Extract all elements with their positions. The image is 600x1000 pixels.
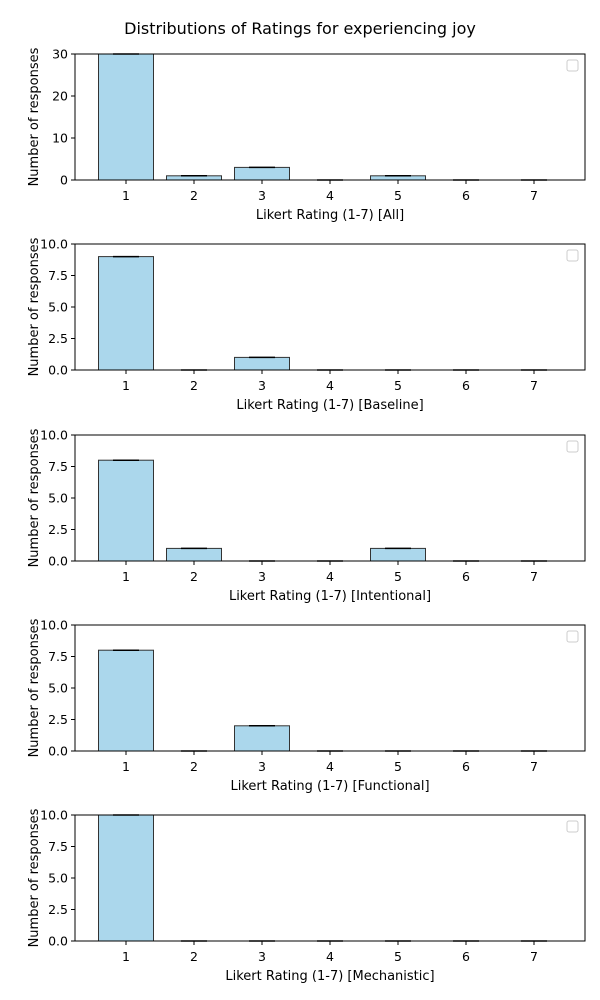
x-tick-label: 6 bbox=[462, 378, 470, 393]
y-axis-label: Number of responses bbox=[27, 618, 42, 757]
x-tick-label: 1 bbox=[122, 188, 130, 203]
bar-1 bbox=[98, 459, 154, 562]
y-tick-label: 5.0 bbox=[48, 871, 68, 886]
y-tick-label: 7.5 bbox=[48, 839, 68, 854]
x-tick-label: 3 bbox=[258, 759, 266, 774]
y-tick-label: 10.0 bbox=[40, 618, 68, 633]
legend-box bbox=[566, 249, 579, 262]
subplot-2: 0.0 2.5 5.0 7.5 10.0 1 2 3 4 5 6 7 Likert Rating (1-… bbox=[27, 237, 586, 413]
x-tick-label: 6 bbox=[462, 569, 470, 584]
x-tick-label: 4 bbox=[326, 759, 334, 774]
x-tick-label: 3 bbox=[258, 569, 266, 584]
x-axis-label: Likert Rating (1-7) [Intentional] bbox=[229, 589, 431, 604]
y-tick-label: 0.0 bbox=[48, 744, 68, 759]
x-tick-label: 7 bbox=[530, 378, 538, 393]
x-tick-label: 1 bbox=[122, 569, 130, 584]
x-tick-label: 4 bbox=[326, 188, 334, 203]
x-tick-label: 3 bbox=[258, 188, 266, 203]
y-tick-label: 2.5 bbox=[48, 902, 68, 917]
y-tick-label: 5.0 bbox=[48, 491, 68, 506]
x-tick-label: 1 bbox=[122, 759, 130, 774]
bar-1 bbox=[98, 814, 154, 942]
x-axis-label: Likert Rating (1-7) [All] bbox=[256, 208, 404, 223]
legend-box bbox=[566, 820, 579, 833]
y-axis-label: Number of responses bbox=[27, 808, 42, 947]
y-tick-label: 20 bbox=[52, 89, 68, 104]
y-tick-label: 5.0 bbox=[48, 681, 68, 696]
bar-3 bbox=[234, 166, 290, 181]
x-tick-label: 5 bbox=[394, 759, 402, 774]
x-tick-label: 3 bbox=[258, 378, 266, 393]
bar-3 bbox=[234, 356, 290, 371]
legend-box bbox=[566, 59, 579, 72]
x-tick-label: 5 bbox=[394, 188, 402, 203]
bar-2 bbox=[166, 547, 222, 562]
x-tick-label: 7 bbox=[530, 188, 538, 203]
x-tick-label: 2 bbox=[190, 949, 198, 964]
x-axis-label: Likert Rating (1-7) [Functional] bbox=[230, 779, 429, 794]
y-tick-label: 10.0 bbox=[40, 808, 68, 823]
x-tick-label: 6 bbox=[462, 188, 470, 203]
x-tick-label: 2 bbox=[190, 378, 198, 393]
x-tick-label: 3 bbox=[258, 949, 266, 964]
x-tick-label: 7 bbox=[530, 949, 538, 964]
x-tick-label: 2 bbox=[190, 569, 198, 584]
bar-1 bbox=[98, 256, 154, 371]
y-tick-label: 0.0 bbox=[48, 934, 68, 949]
x-tick-label: 2 bbox=[190, 188, 198, 203]
x-tick-label: 7 bbox=[530, 569, 538, 584]
bar-5 bbox=[370, 547, 426, 562]
x-axis-label: Likert Rating (1-7) [Mechanistic] bbox=[225, 969, 434, 984]
y-tick-label: 10.0 bbox=[40, 428, 68, 443]
y-tick-label: 2.5 bbox=[48, 331, 68, 346]
x-tick-label: 5 bbox=[394, 569, 402, 584]
x-tick-label: 4 bbox=[326, 569, 334, 584]
y-axis-label: Number of responses bbox=[27, 47, 42, 186]
y-tick-label: 0 bbox=[60, 173, 68, 188]
bar-1 bbox=[98, 649, 154, 752]
y-tick-label: 7.5 bbox=[48, 459, 68, 474]
x-tick-label: 4 bbox=[326, 378, 334, 393]
y-tick-label: 0.0 bbox=[48, 554, 68, 569]
y-axis-label: Number of responses bbox=[27, 428, 42, 567]
legend-box bbox=[566, 630, 579, 643]
x-tick-label: 5 bbox=[394, 378, 402, 393]
y-tick-label: 10.0 bbox=[40, 237, 68, 252]
subplot-5: 0.0 2.5 5.0 7.5 10.0 1 2 3 4 5 6 7 Likert Rating (1-… bbox=[27, 808, 586, 984]
x-tick-label: 1 bbox=[122, 949, 130, 964]
x-axis-label: Likert Rating (1-7) [Baseline] bbox=[236, 398, 423, 413]
subplot-4: 0.0 2.5 5.0 7.5 10.0 1 2 3 4 5 6 7 Likert Rating (1-… bbox=[27, 618, 586, 794]
x-tick-label: 2 bbox=[190, 759, 198, 774]
x-tick-label: 5 bbox=[394, 949, 402, 964]
y-tick-label: 2.5 bbox=[48, 712, 68, 727]
x-tick-label: 6 bbox=[462, 949, 470, 964]
y-tick-label: 7.5 bbox=[48, 268, 68, 283]
y-axis-label: Number of responses bbox=[27, 237, 42, 376]
bar-3 bbox=[234, 725, 290, 752]
x-tick-label: 7 bbox=[530, 759, 538, 774]
bar-1 bbox=[98, 53, 154, 181]
y-tick-label: 5.0 bbox=[48, 300, 68, 315]
y-tick-label: 30 bbox=[52, 47, 68, 62]
figure-title: Distributions of Ratings for experiencin… bbox=[124, 19, 476, 38]
x-tick-label: 1 bbox=[122, 378, 130, 393]
subplot-1: 0 10 20 30 1 2 3 4 5 6 7 Likert Rating (1-7) [All] N… bbox=[27, 47, 586, 223]
x-tick-label: 6 bbox=[462, 759, 470, 774]
y-tick-label: 2.5 bbox=[48, 522, 68, 537]
y-tick-label: 0.0 bbox=[48, 363, 68, 378]
x-tick-label: 4 bbox=[326, 949, 334, 964]
legend-box bbox=[566, 440, 579, 453]
y-tick-label: 10 bbox=[52, 131, 68, 146]
subplot-3: 0.0 2.5 5.0 7.5 10.0 1 2 3 4 5 6 7 Likert Rating (1-… bbox=[27, 428, 586, 604]
y-tick-label: 7.5 bbox=[48, 649, 68, 664]
